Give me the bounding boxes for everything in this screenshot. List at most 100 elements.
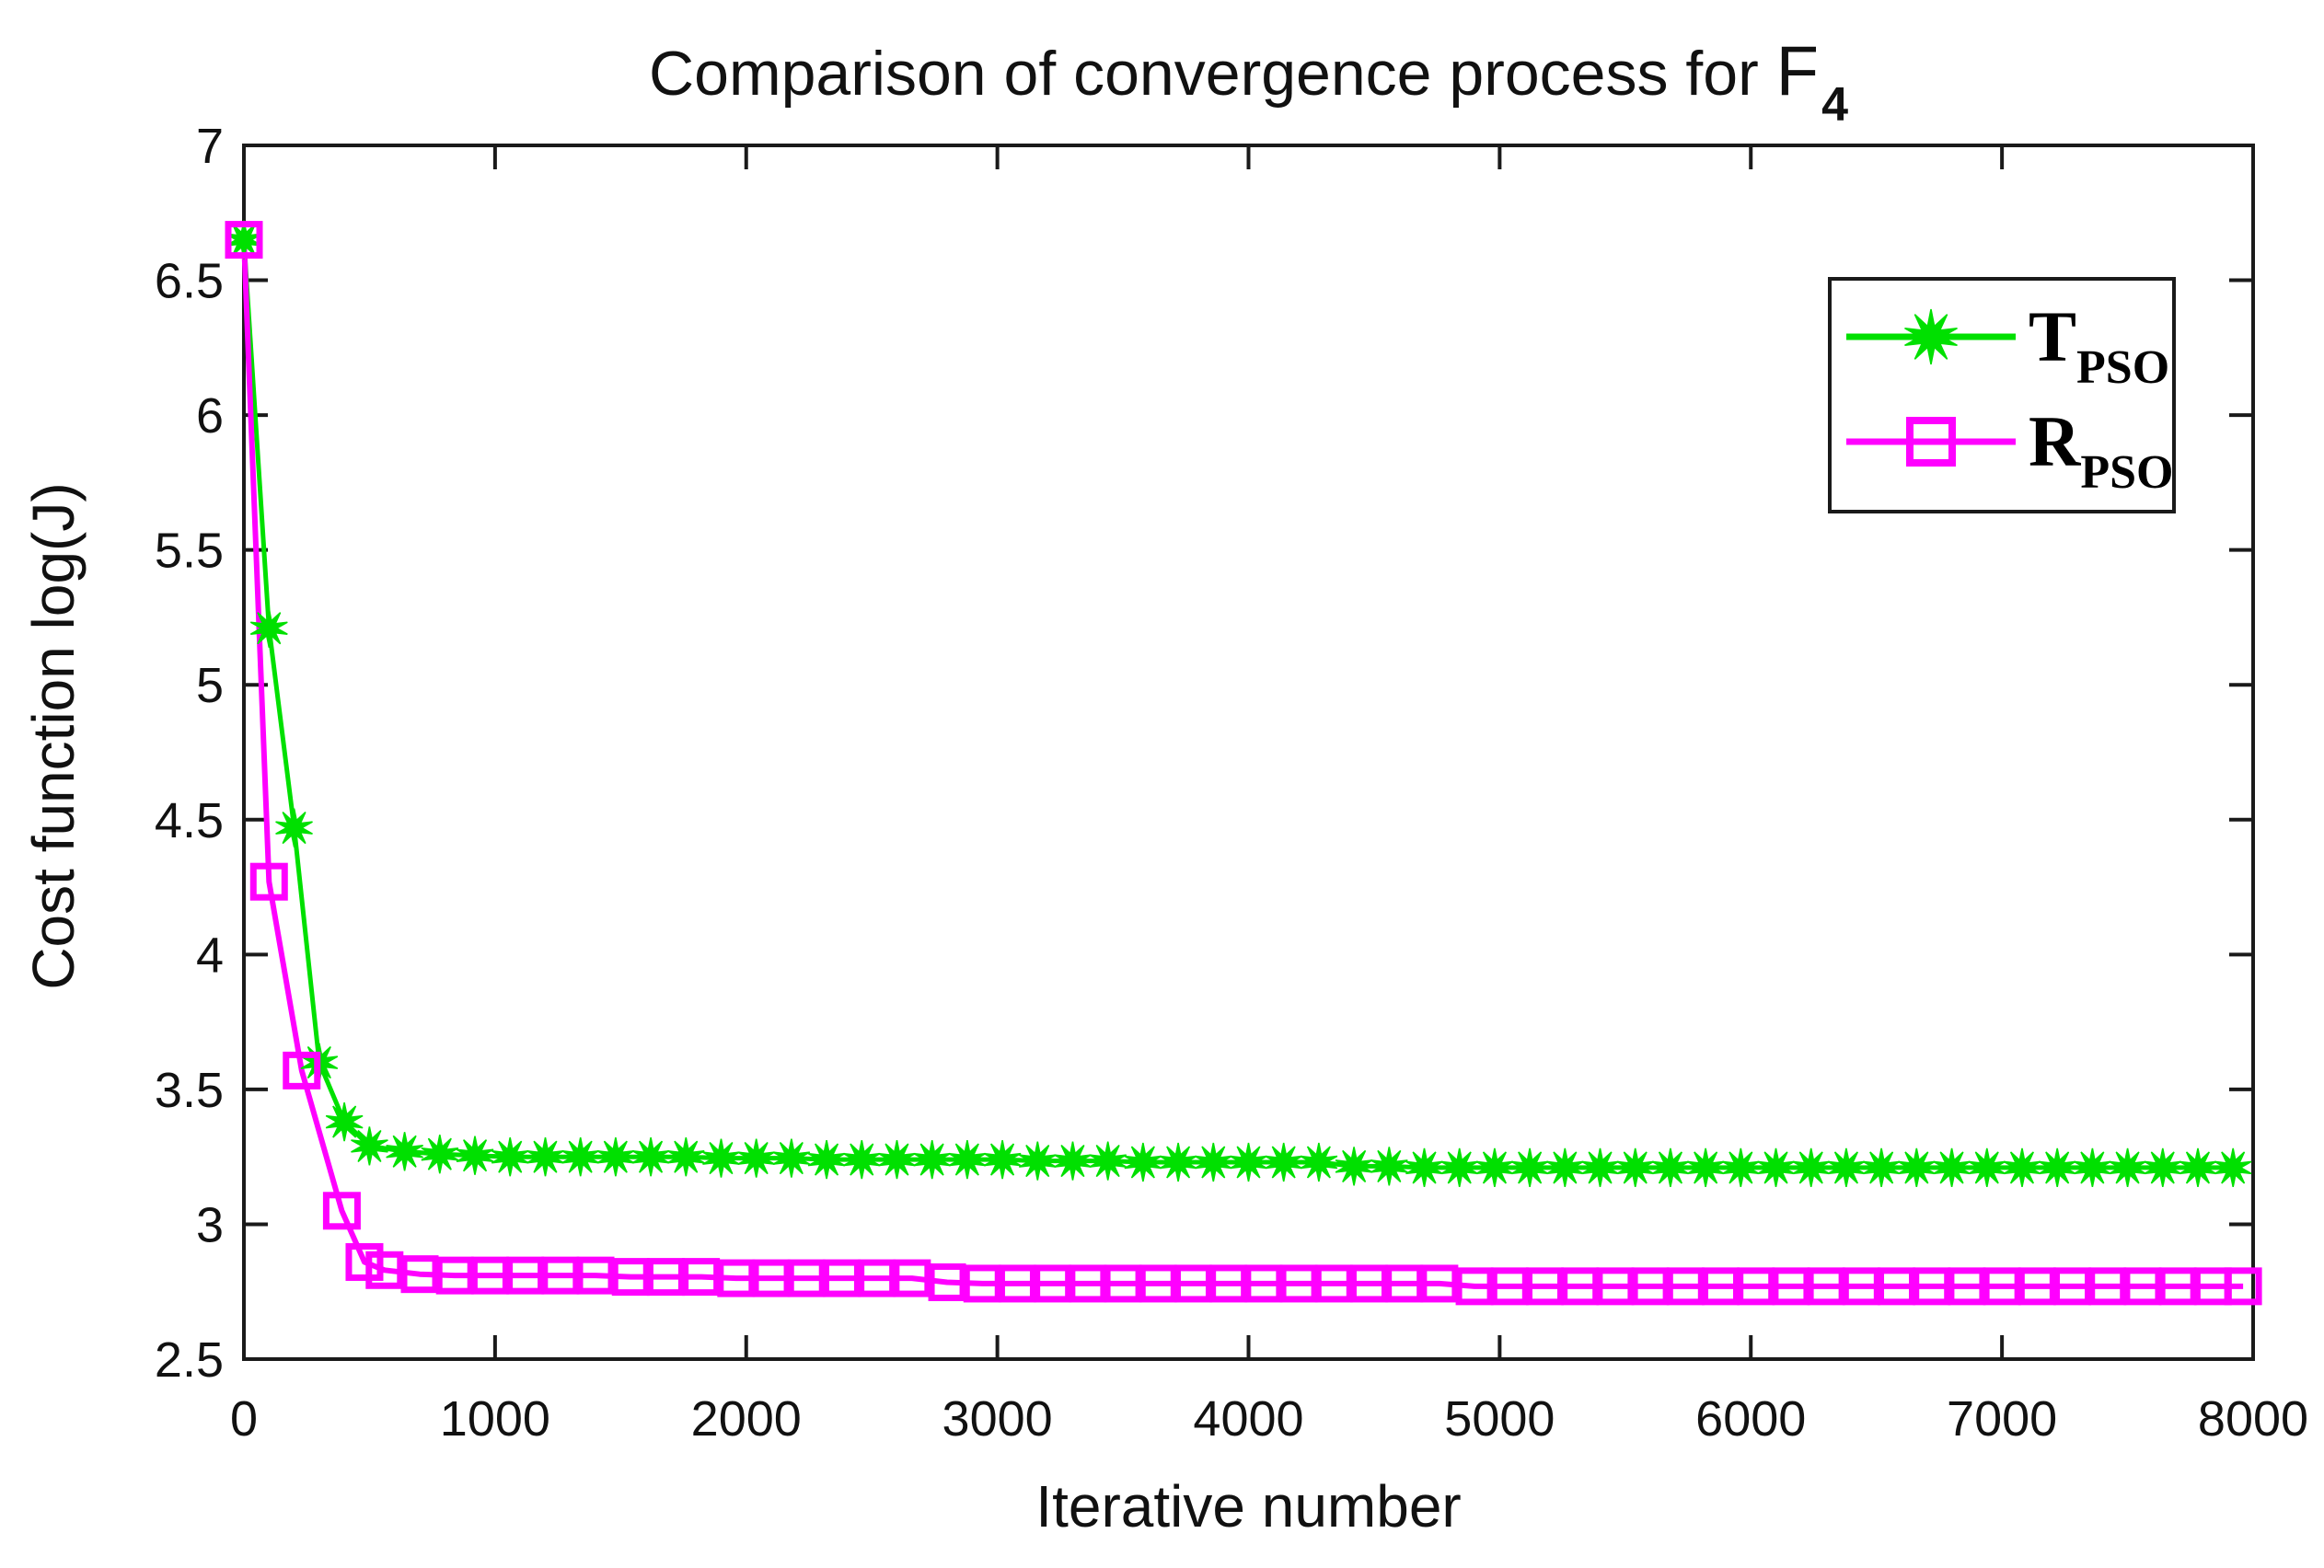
marker-square — [1983, 1267, 2021, 1306]
marker-square — [611, 1258, 650, 1297]
marker-square — [283, 1051, 321, 1090]
marker-square — [1666, 1267, 1705, 1306]
marker-star — [1018, 1141, 1057, 1181]
y-axis-label: Cost function log(J) — [20, 482, 87, 990]
marker-star — [1194, 1142, 1232, 1182]
marker-square — [435, 1256, 474, 1295]
marker-star — [249, 608, 288, 648]
marker-square — [646, 1258, 685, 1297]
marker-square — [1772, 1267, 1810, 1306]
marker-star — [1089, 1141, 1127, 1181]
marker-square — [1244, 1264, 1283, 1303]
marker-square — [1913, 1267, 1951, 1306]
marker-square — [682, 1258, 721, 1297]
series-R_PSO-line — [241, 239, 2244, 1289]
marker-star — [1405, 1147, 1443, 1188]
marker-star — [772, 1138, 811, 1178]
marker-square — [998, 1264, 1036, 1303]
marker-square — [858, 1259, 896, 1297]
marker-star — [842, 1139, 881, 1180]
marker-star — [1335, 1147, 1373, 1186]
marker-square — [1561, 1267, 1600, 1306]
marker-star — [1510, 1147, 1549, 1188]
marker-square — [2018, 1267, 2056, 1306]
marker-square — [2224, 1267, 2262, 1306]
marker-square — [1596, 1267, 1635, 1306]
marker-star — [983, 1139, 1022, 1180]
marker-square — [322, 1192, 361, 1230]
marker-star — [737, 1138, 775, 1178]
marker-square — [1842, 1267, 1880, 1306]
marker-star — [2179, 1147, 2217, 1188]
marker-star — [1370, 1147, 1408, 1186]
marker-square — [1139, 1264, 1177, 1303]
marker-square — [1455, 1267, 1494, 1306]
marker-square — [2088, 1267, 2127, 1306]
marker-square — [470, 1256, 509, 1295]
y-tick-label: 5 — [196, 658, 224, 713]
x-tick-label: 0 — [230, 1391, 258, 1447]
y-tick-label: 5.5 — [155, 524, 224, 579]
y-tick-label: 3 — [196, 1197, 224, 1252]
marker-star — [1792, 1147, 1831, 1188]
marker-star — [1124, 1142, 1162, 1182]
marker-square — [963, 1264, 1001, 1303]
y-tick-label: 3.5 — [155, 1063, 224, 1118]
marker-star — [1898, 1147, 1936, 1188]
marker-square — [2053, 1267, 2092, 1306]
marker-square — [365, 1251, 404, 1289]
marker-square — [928, 1262, 966, 1301]
marker-square — [1279, 1264, 1318, 1303]
marker-star — [386, 1132, 423, 1171]
marker-star — [351, 1126, 388, 1166]
marker-star — [1054, 1141, 1092, 1181]
chart-title-symbol: F — [1775, 32, 1820, 110]
y-tick-label: 4 — [196, 928, 224, 983]
marker-star — [2214, 1147, 2252, 1188]
marker-square — [1878, 1267, 1916, 1306]
x-tick-label: 1000 — [440, 1391, 550, 1447]
marker-square — [1948, 1267, 1986, 1306]
marker-square — [1104, 1264, 1142, 1303]
x-tick-label: 7000 — [1947, 1391, 2057, 1447]
marker-square — [1631, 1267, 1670, 1306]
marker-square — [752, 1259, 791, 1297]
legend-star-icon — [1904, 308, 1958, 365]
marker-star — [1616, 1147, 1655, 1188]
marker-star — [1440, 1147, 1479, 1188]
marker-star — [1933, 1147, 1971, 1188]
marker-star — [1300, 1142, 1338, 1182]
marker-square — [345, 1242, 384, 1281]
marker-square — [225, 221, 263, 259]
marker-square — [400, 1255, 439, 1294]
marker-star — [421, 1135, 459, 1174]
x-tick-label: 6000 — [1695, 1391, 1806, 1447]
marker-square — [1174, 1264, 1212, 1303]
x-tick-label: 4000 — [1193, 1391, 1303, 1447]
legend-square-icon — [1906, 417, 1956, 467]
y-tick-label: 6.5 — [155, 254, 224, 309]
marker-star — [325, 1101, 364, 1142]
marker-star — [1581, 1147, 1619, 1188]
marker-star — [702, 1138, 740, 1178]
marker-star — [225, 220, 263, 259]
marker-star — [878, 1139, 916, 1180]
marker-square — [1349, 1264, 1388, 1303]
marker-star — [2144, 1147, 2182, 1188]
marker-star — [596, 1137, 635, 1177]
marker-star — [2003, 1147, 2041, 1188]
marker-star — [1230, 1142, 1267, 1182]
marker-star — [1968, 1147, 2006, 1188]
marker-star — [666, 1137, 705, 1177]
x-tick-label: 2000 — [691, 1391, 802, 1447]
marker-square — [1069, 1264, 1107, 1303]
marker-square — [1490, 1267, 1529, 1306]
chart-title-subscript: 4 — [1821, 78, 1848, 132]
marker-square — [893, 1259, 931, 1297]
marker-star — [1651, 1147, 1690, 1188]
marker-star — [1757, 1147, 1795, 1188]
marker-star — [913, 1139, 951, 1180]
marker-square — [1034, 1264, 1072, 1303]
